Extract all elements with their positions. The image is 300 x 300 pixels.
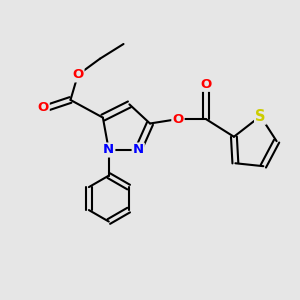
Text: O: O	[72, 68, 83, 81]
Text: O: O	[200, 78, 211, 91]
Text: O: O	[38, 101, 49, 114]
Text: N: N	[133, 143, 144, 157]
Text: N: N	[103, 143, 114, 157]
Text: S: S	[255, 109, 266, 124]
Text: O: O	[172, 112, 184, 126]
